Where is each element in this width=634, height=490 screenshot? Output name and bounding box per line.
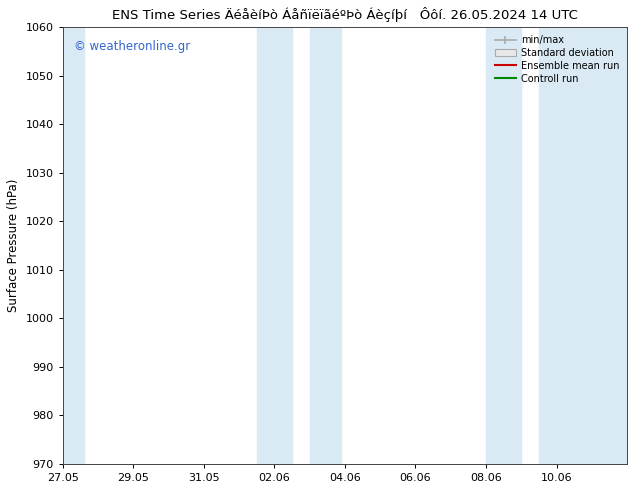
Y-axis label: Surface Pressure (hPa): Surface Pressure (hPa) (7, 179, 20, 312)
Bar (486, 27, 521, 464)
Title: ENS Time Series ÄéåèíÞò ÁåñïëïãéºÞò Áèçíþí   Ôôí. 26.05.2024 14 UTC: ENS Time Series ÄéåèíÞò ÁåñïëïãéºÞò Áèçí… (112, 7, 578, 22)
Bar (257, 27, 292, 464)
Text: © weatheronline.gr: © weatheronline.gr (74, 40, 190, 53)
Bar (63, 27, 84, 464)
Bar (309, 27, 341, 464)
Bar (539, 27, 627, 464)
Legend: min/max, Standard deviation, Ensemble mean run, Controll run: min/max, Standard deviation, Ensemble me… (491, 32, 622, 87)
